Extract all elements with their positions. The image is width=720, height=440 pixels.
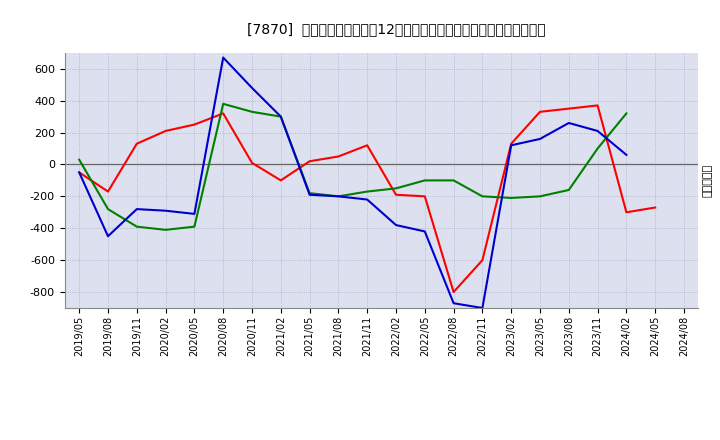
フリーCF (449, 301, 458, 306)
営業CF (104, 189, 112, 194)
投賃CF (420, 178, 429, 183)
フリーCF (420, 229, 429, 234)
投賃CF (334, 194, 343, 199)
営業CF (75, 170, 84, 175)
営業CF (420, 194, 429, 199)
投賃CF (104, 206, 112, 212)
営業CF (132, 141, 141, 147)
フリーCF (276, 114, 285, 119)
フリーCF (132, 206, 141, 212)
投賃CF (593, 146, 602, 151)
営業CF (564, 106, 573, 111)
営業CF (478, 257, 487, 263)
営業CF (305, 159, 314, 164)
フリーCF (161, 208, 170, 213)
フリーCF (478, 305, 487, 311)
投賃CF (536, 194, 544, 199)
投賃CF (392, 186, 400, 191)
営業CF (161, 128, 170, 134)
営業CF (219, 111, 228, 116)
投賃CF (449, 178, 458, 183)
フリーCF (305, 192, 314, 198)
営業CF (622, 210, 631, 215)
フリーCF (593, 128, 602, 134)
営業CF (449, 290, 458, 295)
フリーCF (334, 194, 343, 199)
投賃CF (75, 157, 84, 162)
フリーCF (536, 136, 544, 142)
投賃CF (622, 111, 631, 116)
フリーCF (564, 120, 573, 126)
営業CF (276, 178, 285, 183)
Y-axis label: （百万円）: （百万円） (703, 164, 713, 197)
投賃CF (161, 227, 170, 232)
投賃CF (248, 109, 256, 114)
投賃CF (507, 195, 516, 201)
Line: フリーCF: フリーCF (79, 58, 626, 308)
営業CF (190, 122, 199, 127)
フリーCF (392, 223, 400, 228)
営業CF (334, 154, 343, 159)
フリーCF (507, 143, 516, 148)
投賃CF (190, 224, 199, 229)
投賃CF (363, 189, 372, 194)
営業CF (536, 109, 544, 114)
フリーCF (622, 152, 631, 158)
営業CF (651, 205, 660, 210)
投賃CF (276, 114, 285, 119)
フリーCF (363, 197, 372, 202)
投賃CF (478, 194, 487, 199)
投賃CF (219, 101, 228, 106)
Line: 投賃CF: 投賃CF (79, 104, 626, 230)
フリーCF (75, 170, 84, 175)
フリーCF (219, 55, 228, 60)
フリーCF (104, 234, 112, 239)
投賃CF (305, 191, 314, 196)
営業CF (507, 141, 516, 147)
投賃CF (564, 187, 573, 193)
Text: [7870]  キャッシュフローの12か月移動合計の対前年同期増減額の推移: [7870] キャッシュフローの12か月移動合計の対前年同期増減額の推移 (247, 22, 545, 36)
フリーCF (190, 211, 199, 216)
Line: 営業CF: 営業CF (79, 106, 655, 292)
営業CF (363, 143, 372, 148)
フリーCF (248, 85, 256, 91)
営業CF (248, 160, 256, 165)
投賃CF (132, 224, 141, 229)
営業CF (392, 192, 400, 198)
営業CF (593, 103, 602, 108)
